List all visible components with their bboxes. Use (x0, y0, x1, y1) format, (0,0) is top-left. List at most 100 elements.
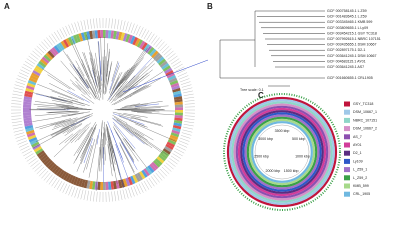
branch (50, 126, 70, 137)
ring-segment (70, 175, 76, 185)
ring-segment (158, 58, 166, 66)
branch (67, 112, 84, 116)
circular-tree (11, 18, 209, 202)
leaf-label-mark (56, 180, 63, 190)
leaf-label-mark (184, 115, 195, 117)
branch (123, 113, 148, 118)
ring-segment (153, 160, 161, 168)
leaf-label-mark (183, 93, 194, 96)
ring-segment (161, 63, 170, 70)
ring-segment (172, 90, 182, 95)
leaf-label-mark (93, 18, 95, 29)
leaf-label: GCF 003454215.1 GSY TC318 (327, 31, 377, 35)
leaf-label-mark (180, 78, 190, 83)
ring-segment (65, 173, 72, 182)
leaf-label-mark (119, 19, 123, 30)
branch (106, 60, 108, 77)
branch (71, 43, 91, 84)
branch (133, 111, 153, 113)
ring-segment (58, 169, 65, 178)
leaf-label-mark (11, 100, 22, 102)
leaf-label: GCF 002897175.1 D2-1 (327, 48, 365, 52)
ring-segment (125, 177, 131, 187)
branch (60, 122, 75, 130)
ring-segment (162, 148, 171, 155)
ring-segment (168, 77, 178, 83)
branch (72, 83, 86, 95)
legend-swatch (344, 109, 350, 115)
branch (111, 79, 122, 97)
leaf-label-mark (167, 160, 176, 167)
ring-segment (36, 150, 45, 157)
genome-ring (226, 96, 338, 208)
branch (120, 67, 133, 84)
branch (32, 128, 69, 149)
branch (66, 122, 83, 133)
branch (100, 37, 103, 75)
branch (47, 111, 80, 114)
branch (129, 120, 146, 127)
ring-segment (125, 33, 131, 43)
ring-segment (173, 93, 182, 98)
ring-segment (110, 181, 115, 190)
branch (112, 72, 121, 90)
leaf-label-mark (159, 43, 168, 52)
branch (121, 103, 149, 108)
leaf-label-mark (23, 63, 33, 70)
branch (120, 105, 147, 109)
legend-label: KMB_599 (353, 184, 369, 188)
branch (70, 116, 90, 127)
branch (69, 63, 88, 89)
branch (114, 85, 134, 102)
branch (100, 120, 103, 146)
ring-segment (170, 82, 180, 88)
ring-segment (47, 50, 55, 59)
leaf-label-mark (11, 115, 22, 117)
leaf-label-mark (12, 90, 23, 94)
ring-segment (169, 134, 179, 140)
ring-segment (80, 179, 86, 188)
ring-segment (174, 115, 183, 119)
leaf-label-mark (128, 187, 132, 198)
leaf-label: GCF 004683115.1 AY01 (327, 59, 366, 63)
ring-segment (38, 60, 47, 68)
branch (120, 123, 148, 146)
ring-segment (25, 87, 34, 93)
ring-segment (47, 161, 55, 170)
ring-segment (67, 36, 74, 46)
leaf-label-mark (165, 162, 174, 170)
ring-segment (26, 85, 35, 91)
branch (118, 114, 134, 120)
ring-segment (94, 30, 98, 39)
leaf-label-mark (175, 148, 185, 154)
ring-segment (153, 52, 161, 60)
branch (80, 127, 97, 164)
ring-segment (94, 181, 98, 190)
branch (109, 65, 120, 94)
leaf-label-mark (24, 61, 34, 67)
ring-segment (29, 74, 39, 81)
leaf-label-mark (184, 100, 195, 102)
leaf-label-mark (184, 97, 195, 99)
leaf-label-mark (77, 21, 81, 32)
branch (51, 97, 86, 107)
ring-segment (35, 148, 44, 155)
leaf-label-mark (170, 58, 180, 65)
branch (105, 124, 114, 157)
leaf-label-mark (122, 20, 126, 31)
leaf-label: GCF 003641245.1 DSM 10667 (327, 54, 377, 58)
leaf-label-mark (68, 24, 73, 35)
leaf-label-mark (59, 182, 65, 192)
leaf-label-mark (56, 30, 63, 40)
branch (118, 86, 145, 102)
leaf-label-mark (15, 81, 26, 85)
branch (127, 72, 148, 90)
ring-segment (63, 39, 70, 48)
ring-segment (56, 168, 63, 177)
leaf-label-mark (182, 87, 193, 91)
legend-label: D2_1 (353, 151, 362, 155)
ring-segment (171, 85, 180, 91)
ring-segment (23, 115, 32, 119)
tree-scale: Tree scale: 0.1 (240, 88, 264, 92)
leaf-label-mark (114, 18, 116, 29)
